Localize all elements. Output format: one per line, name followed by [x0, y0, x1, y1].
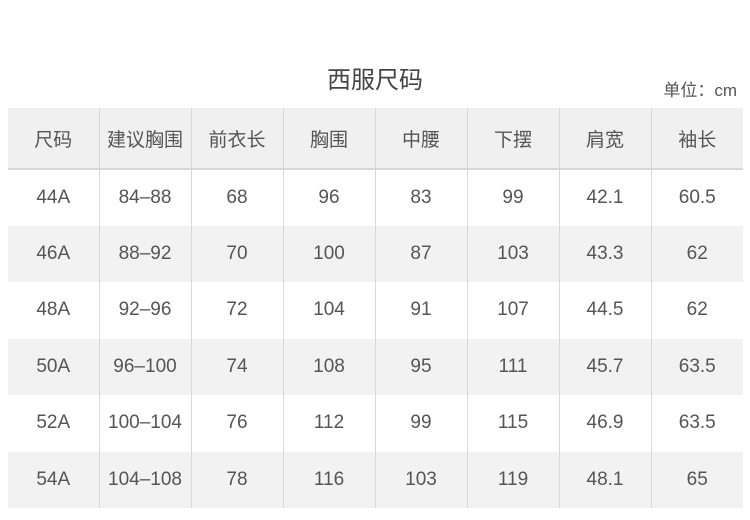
table-cell: 87 [374, 225, 467, 282]
table-cell: 63.5 [650, 395, 743, 452]
table-cell: 96 [282, 169, 375, 226]
table-cell: 44A [36, 186, 71, 208]
table-cell: 111 [466, 338, 559, 395]
column-header: 袖长 [650, 108, 743, 169]
table-cell: 74 [190, 338, 283, 395]
table-cell: 62 [650, 225, 743, 282]
table-row: 44A 84–88 68 96 83 99 42.1 60.5 [8, 169, 743, 226]
table-cell: 99 [466, 169, 559, 226]
column-header: 前衣长 [190, 108, 283, 169]
table-cell: 65 [650, 451, 743, 508]
table-row: 52A 100–104 76 112 99 115 46.9 63.5 [8, 395, 743, 452]
table-cell: 46A [36, 242, 71, 264]
table-cell: 107 [466, 282, 559, 339]
table-cell: 62 [650, 282, 743, 339]
table-cell: 76 [190, 395, 283, 452]
column-header: 下摆 [466, 108, 559, 169]
table-cell: 103 [374, 451, 467, 508]
table-cell: 116 [282, 451, 375, 508]
page-title: 西服尺码 [327, 67, 423, 94]
table-cell: 45.7 [558, 338, 651, 395]
column-header: 肩宽 [558, 108, 651, 169]
table-row: 54A 104–108 78 116 103 119 48.1 65 [8, 451, 743, 508]
table-cell: 48A [36, 299, 71, 321]
table-cell: 104 [282, 282, 375, 339]
table-row: 48A 92–96 72 104 91 107 44.5 62 [8, 282, 743, 339]
table-cell: 72 [190, 282, 283, 339]
unit-label: 单位：cm [663, 81, 737, 100]
header-row: 尺码 建议胸围 前衣长 胸围 中腰 下摆 肩宽 袖长 [8, 108, 743, 169]
column-header: 建议胸围 [98, 108, 191, 169]
table-cell: 60.5 [650, 169, 743, 226]
table-row: 50A 96–100 74 108 95 111 45.7 63.5 [8, 338, 743, 395]
table-cell: 68 [190, 169, 283, 226]
table-row: 46A 88–92 70 100 87 103 43.3 62 [8, 225, 743, 282]
size-table: 尺码 建议胸围 前衣长 胸围 中腰 下摆 肩宽 袖长 44A 84–88 68 96 83 99 42.1… [8, 108, 743, 508]
table-cell: 54A [36, 468, 71, 490]
table-cell: 50A [36, 355, 71, 377]
table-cell: 115 [466, 395, 559, 452]
table-cell: 103 [466, 225, 559, 282]
table-cell: 104–108 [98, 451, 191, 508]
table-cell: 44.5 [558, 282, 651, 339]
table-cell: 83 [374, 169, 467, 226]
table-cell: 84–88 [98, 169, 191, 226]
table-cell: 43.3 [558, 225, 651, 282]
table-cell: 92–96 [98, 282, 191, 339]
table-cell: 78 [190, 451, 283, 508]
table-cell: 46.9 [558, 395, 651, 452]
table-cell: 100 [282, 225, 375, 282]
column-header: 中腰 [374, 108, 467, 169]
table-cell: 91 [374, 282, 467, 339]
table-cell: 119 [466, 451, 559, 508]
table-cell: 52A [36, 412, 71, 434]
table-cell: 99 [374, 395, 467, 452]
table-cell: 95 [374, 338, 467, 395]
table-cell: 70 [190, 225, 283, 282]
table-cell: 48.1 [558, 451, 651, 508]
table-cell: 112 [282, 395, 375, 452]
table-cell: 88–92 [98, 225, 191, 282]
table-cell: 100–104 [98, 395, 191, 452]
column-header: 胸围 [282, 108, 375, 169]
table-cell: 63.5 [650, 338, 743, 395]
table-cell: 108 [282, 338, 375, 395]
table-cell: 42.1 [558, 169, 651, 226]
table-cell: 96–100 [98, 338, 191, 395]
column-header: 尺码 [34, 129, 73, 151]
